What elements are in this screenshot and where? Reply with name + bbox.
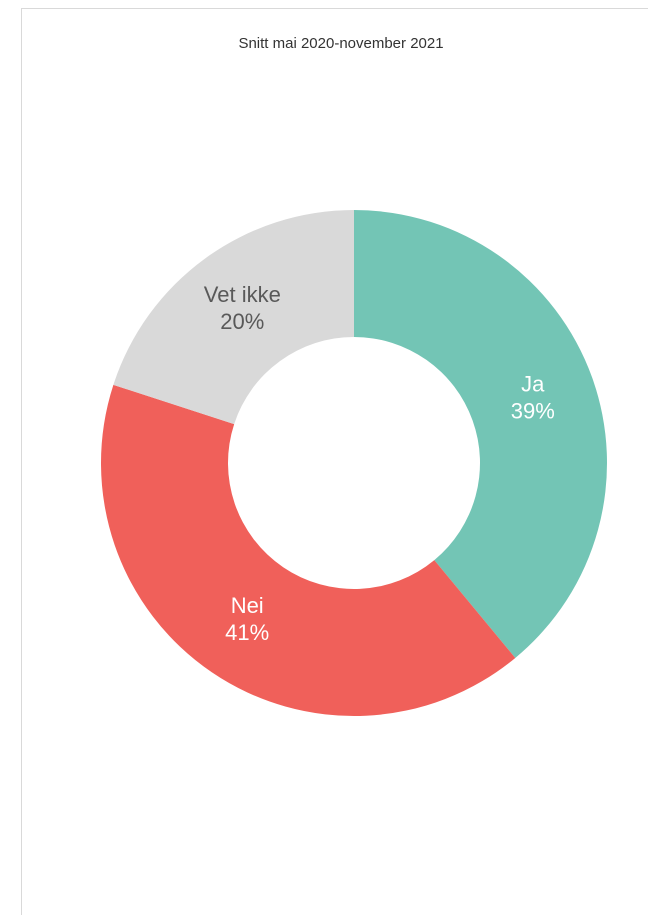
chart-title: Snitt mai 2020-november 2021: [238, 35, 443, 52]
slice-label: Nei: [231, 593, 264, 618]
slice-label: Ja: [521, 371, 545, 396]
donut-slice: [100, 384, 516, 717]
donut-slice: [113, 210, 355, 425]
slice-value-label: 20%: [220, 309, 264, 334]
slice-label: Vet ikke: [204, 282, 281, 307]
donut-slice: [354, 210, 608, 658]
slice-value-label: 39%: [511, 398, 555, 423]
slice-value-label: 41%: [225, 620, 269, 645]
